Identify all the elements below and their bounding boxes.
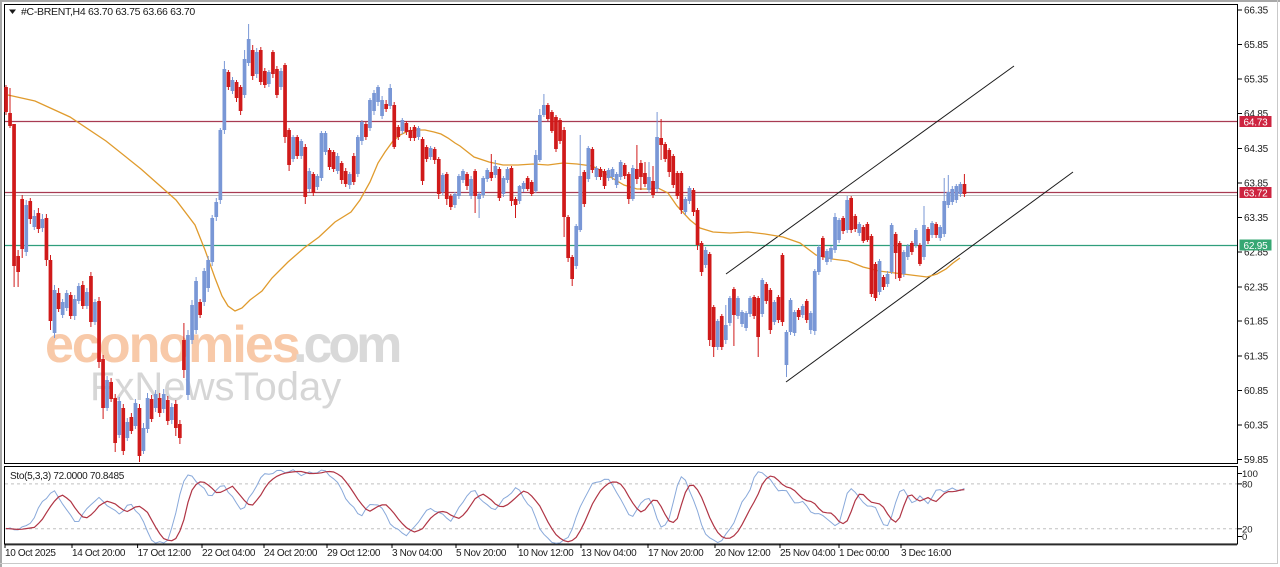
- svg-text:62.95: 62.95: [1243, 241, 1268, 252]
- svg-text:64.73: 64.73: [1243, 117, 1268, 128]
- svg-text:64.85: 64.85: [1244, 109, 1269, 120]
- svg-text:59.85: 59.85: [1244, 455, 1269, 466]
- svg-text:62.85: 62.85: [1244, 248, 1269, 259]
- svg-text:80: 80: [1242, 479, 1253, 490]
- svg-text:66.35: 66.35: [1244, 6, 1269, 17]
- svg-text:61.35: 61.35: [1244, 352, 1269, 363]
- svg-text:60.85: 60.85: [1244, 386, 1269, 397]
- svg-text:64.35: 64.35: [1244, 144, 1269, 155]
- svg-text:economies: economies: [45, 316, 299, 374]
- svg-text:17 Oct 12:00: 17 Oct 12:00: [138, 548, 192, 559]
- svg-text:65.85: 65.85: [1244, 40, 1269, 51]
- svg-text:20: 20: [1242, 524, 1253, 535]
- svg-text:3 Dec 16:00: 3 Dec 16:00: [901, 548, 952, 559]
- svg-text:24 Oct 20:00: 24 Oct 20:00: [264, 548, 318, 559]
- svg-text:29 Oct 12:00: 29 Oct 12:00: [327, 548, 381, 559]
- svg-text:63.85: 63.85: [1244, 179, 1269, 190]
- svg-text:100: 100: [1242, 469, 1258, 480]
- svg-text:Sto(5,3,3) 72.0000 70.8485: Sto(5,3,3) 72.0000 70.8485: [10, 471, 125, 482]
- svg-text:3 Nov 04:00: 3 Nov 04:00: [392, 548, 443, 559]
- svg-text:10 Nov 12:00: 10 Nov 12:00: [518, 548, 574, 559]
- svg-text:25 Nov 04:00: 25 Nov 04:00: [780, 548, 836, 559]
- svg-text:22 Oct 04:00: 22 Oct 04:00: [202, 548, 256, 559]
- svg-text:10 Oct 2025: 10 Oct 2025: [5, 548, 56, 559]
- svg-text:0: 0: [1242, 532, 1247, 543]
- svg-text:13 Nov 04:00: 13 Nov 04:00: [581, 548, 637, 559]
- svg-text:63.72: 63.72: [1243, 188, 1268, 199]
- svg-text:17 Nov 20:00: 17 Nov 20:00: [648, 548, 704, 559]
- svg-text:.com: .com: [293, 316, 400, 374]
- svg-text:60.35: 60.35: [1244, 421, 1269, 432]
- svg-text:#C-BRENT,H4 63.70 63.75 63.66: #C-BRENT,H4 63.70 63.75 63.66 63.70: [21, 6, 195, 18]
- svg-text:FxNewsToday: FxNewsToday: [90, 365, 341, 409]
- svg-text:61.85: 61.85: [1244, 317, 1269, 328]
- svg-text:62.35: 62.35: [1244, 283, 1269, 294]
- svg-text:65.35: 65.35: [1244, 75, 1269, 86]
- svg-text:5 Nov 20:00: 5 Nov 20:00: [456, 548, 507, 559]
- svg-text:1 Dec 00:00: 1 Dec 00:00: [839, 548, 890, 559]
- svg-text:20 Nov 12:00: 20 Nov 12:00: [715, 548, 771, 559]
- svg-text:14 Oct 20:00: 14 Oct 20:00: [72, 548, 126, 559]
- svg-text:63.35: 63.35: [1244, 213, 1269, 224]
